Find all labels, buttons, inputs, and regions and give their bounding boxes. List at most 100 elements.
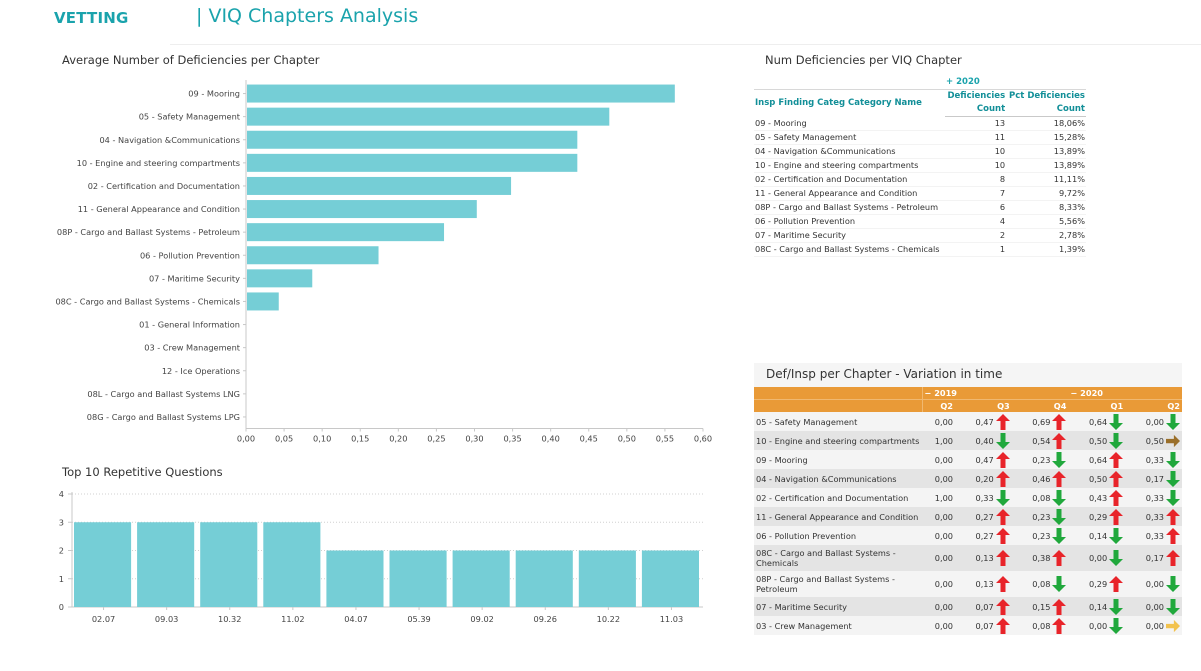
table-row[interactable]: 08C - Cargo and Ballast Systems - Chemic… (754, 243, 1086, 257)
column[interactable] (263, 522, 321, 607)
table-row[interactable]: 11 - General Appearance and Condition 7 9,… (754, 187, 1086, 201)
table-row[interactable]: 08P - Cargo and Ballast Systems - Petrol… (754, 201, 1086, 215)
matrix-row[interactable]: 08C - Cargo and Ballast Systems - Chemic… (754, 545, 1182, 571)
arrow-down-icon (1052, 489, 1067, 506)
matrix-value: 0,00 (1145, 601, 1164, 612)
matrix-value: 1,00 (934, 435, 953, 446)
category-label: 05 - Safety Management (139, 112, 241, 122)
matrix-row[interactable]: 03 - Crew Management 0,00 0,07 0,08 0,00 0,00 (754, 616, 1182, 635)
category-label: 08C - Cargo and Ballast Systems - Chemic… (55, 296, 240, 306)
matrix-row[interactable]: 05 - Safety Management 0,00 0,47 0,69 0,64 0,… (754, 412, 1182, 431)
matrix-value: 0,00 (1145, 416, 1164, 427)
x-tick-label: 05.39 (407, 614, 430, 624)
col-header-quarter[interactable]: Q3 (997, 401, 1010, 411)
bar[interactable] (247, 292, 279, 311)
matrix-cell: 0,08 (1012, 571, 1069, 597)
column[interactable] (578, 550, 636, 608)
x-tick-label: 09.02 (470, 614, 493, 624)
matrix-value: 0,00 (1088, 553, 1108, 563)
category-label: 04 - Navigation &Communications (99, 135, 240, 145)
category-label: 08G - Cargo and Ballast Systems LPG (87, 412, 240, 422)
matrix-value: 0,13 (975, 579, 994, 589)
bar[interactable] (247, 176, 512, 195)
matrix-row[interactable]: 08P - Cargo and Ballast Systems - Petrol… (754, 571, 1182, 597)
deficiency-table: + 2020 Insp Finding Categ Category Name … (754, 76, 1086, 257)
column[interactable] (452, 550, 510, 608)
x-tick-label: 09.03 (155, 614, 178, 624)
matrix-cell: 0,00 (1125, 597, 1182, 616)
deficiency-count: 11 (994, 132, 1006, 142)
column[interactable] (515, 550, 573, 608)
bar[interactable] (247, 223, 445, 242)
table-row[interactable]: 10 - Engine and steering compartments 10 1… (754, 159, 1086, 173)
matrix-value: 0,17 (1145, 553, 1164, 563)
arrow-up-icon (1109, 576, 1124, 592)
matrix-row[interactable]: 10 - Engine and steering compartments 1,0… (754, 431, 1182, 450)
arrow-up-icon (995, 470, 1010, 487)
bar[interactable] (247, 107, 610, 126)
column[interactable] (389, 550, 447, 608)
category-name: 05 - Safety Management (755, 132, 857, 142)
col-header-quarter[interactable]: Q1 (1110, 401, 1124, 411)
top10-title: Top 10 Repetitive Questions (62, 465, 223, 479)
table-row[interactable]: 06 - Pollution Prevention 4 5,56% (754, 215, 1086, 229)
col-header-category[interactable]: Insp Finding Categ Category Name (755, 97, 922, 108)
category-label: 09 - Mooring (188, 89, 240, 99)
col-header-quarter[interactable]: Q4 (1053, 401, 1067, 411)
column[interactable] (200, 522, 258, 607)
column[interactable] (326, 550, 384, 608)
year-collapse-2019[interactable]: − 2019 (922, 387, 1069, 400)
year-collapse-2020[interactable]: − 2020 (1068, 387, 1182, 400)
category-label: 02 - Certification and Documentation (88, 181, 240, 191)
col-header-count-l2: Count (945, 103, 1007, 117)
matrix-cell: 0,17 (1125, 545, 1182, 571)
matrix-value: 0,20 (975, 473, 994, 484)
bar[interactable] (247, 153, 578, 172)
column[interactable] (74, 522, 132, 607)
deficiency-pct: 11,11% (1053, 174, 1085, 184)
matrix-row[interactable]: 11 - General Appearance and Condition 0,0… (754, 507, 1182, 526)
matrix-row[interactable]: 04 - Navigation &Communications 0,00 0,20 0… (754, 469, 1182, 488)
matrix-value: 0,00 (1088, 620, 1108, 631)
matrix-row[interactable]: 02 - Certification and Documentation 1,00… (754, 488, 1182, 507)
bar[interactable] (247, 200, 477, 219)
bar[interactable] (247, 246, 379, 265)
bar[interactable] (247, 269, 313, 288)
category-label: 03 - Crew Management (144, 343, 241, 353)
table-row[interactable]: 09 - Mooring 13 18,06% (754, 117, 1086, 131)
matrix-row[interactable]: 07 - Maritime Security 0,00 0,07 0,15 0,14 0,… (754, 597, 1182, 616)
matrix-cell: 0,00 (1125, 571, 1182, 597)
y-tick-label: 1 (59, 574, 64, 584)
matrix-row[interactable]: 06 - Pollution Prevention 0,00 0,27 0,23 0,1… (754, 526, 1182, 545)
matrix-value: 0,64 (1088, 454, 1108, 465)
bar[interactable] (247, 130, 578, 149)
avg-deficiencies-chart[interactable]: 09 - Mooring 05 - Safety Management 04 - N… (0, 70, 720, 460)
variation-matrix: − 2019 − 2020 Q2 Q3 Q4 Q1 Q2 05 - Safety… (754, 387, 1182, 635)
table-row[interactable]: 02 - Certification and Documentation 8 11,… (754, 173, 1086, 187)
matrix-value: 0,07 (975, 620, 994, 631)
year-expand-2020[interactable]: + 2020 (945, 76, 1086, 90)
matrix-cell: 0,33 (1125, 526, 1182, 545)
column[interactable] (641, 550, 699, 608)
y-tick-label: 0 (59, 602, 64, 612)
x-tick-label: 0,10 (313, 434, 331, 444)
col-header-pct-l2: Count (1006, 103, 1086, 117)
top10-chart[interactable]: 0 1 2 3 4 02.07 09.03 10.32 11.02 04.07 05.39 09.02… (0, 480, 720, 630)
col-header-quarter[interactable]: Q2 (1167, 401, 1180, 411)
matrix-row[interactable]: 09 - Mooring 0,00 0,47 0,23 0,64 0,33 (754, 450, 1182, 469)
deficiency-count: 2 (999, 230, 1006, 240)
table-row[interactable]: 04 - Navigation &Communications 10 13,89% (754, 145, 1086, 159)
table-row[interactable]: 05 - Safety Management 11 15,28% (754, 131, 1086, 145)
column[interactable] (137, 522, 195, 607)
col-header-count[interactable]: Deficiencies (947, 91, 1006, 101)
table-row[interactable]: 07 - Maritime Security 2 2,78% (754, 229, 1086, 243)
matrix-value: 1,00 (934, 492, 953, 503)
x-tick-label: 0,00 (237, 434, 255, 444)
matrix-value: 0,00 (1145, 620, 1164, 631)
col-header-pct[interactable]: Pct Deficiencies (1009, 91, 1085, 101)
matrix-cell: 0,14 (1068, 526, 1125, 545)
col-header-quarter[interactable]: Q2 (940, 401, 953, 411)
bar[interactable] (247, 84, 675, 103)
chapter-name: 07 - Maritime Security (756, 601, 848, 612)
x-tick-label: 0,55 (656, 434, 674, 444)
